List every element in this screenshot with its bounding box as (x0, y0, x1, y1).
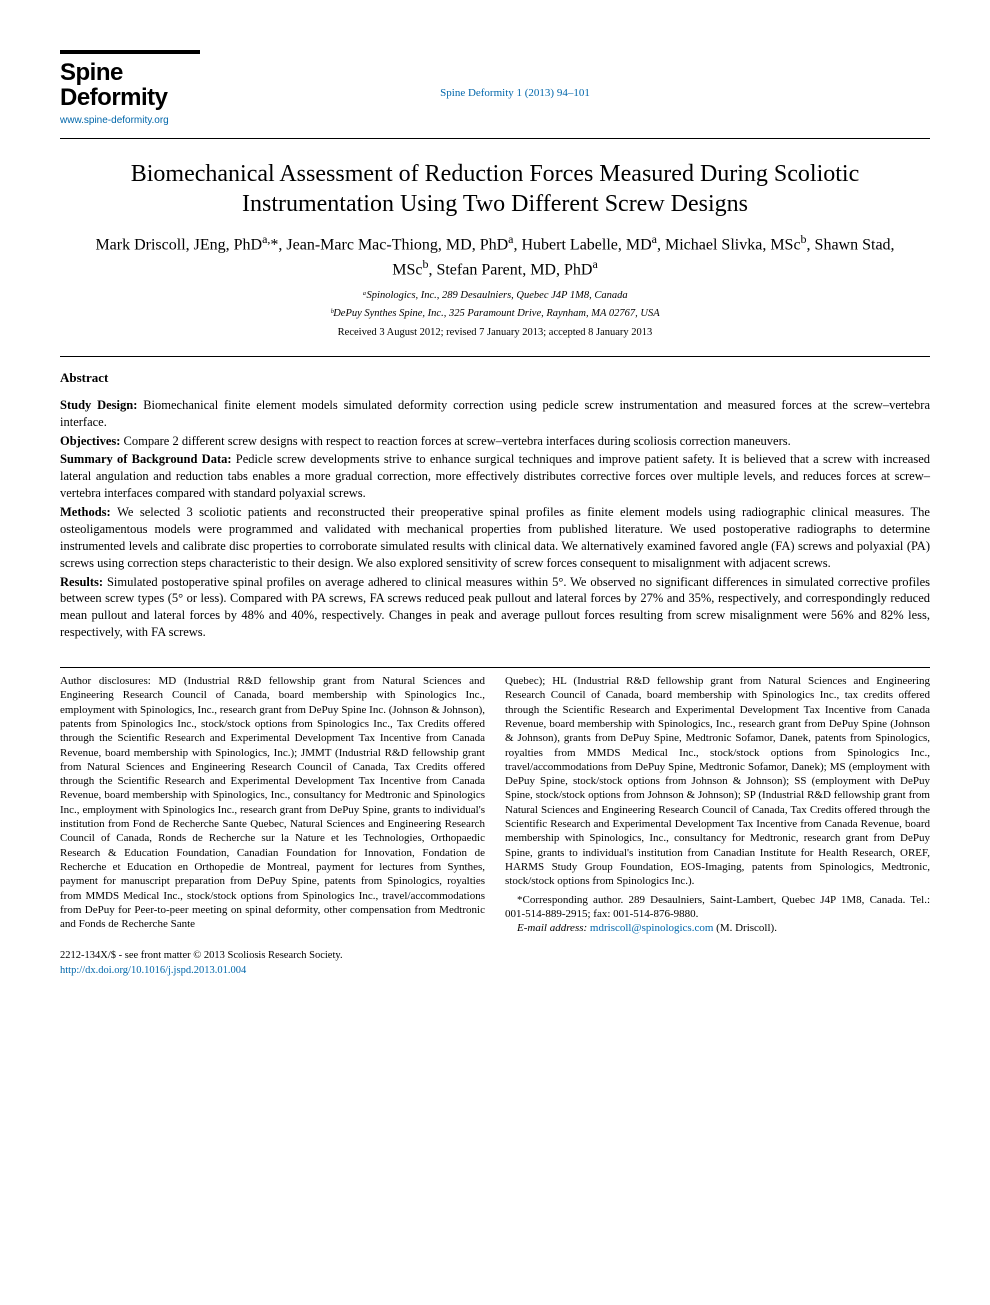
abstract-heading: Abstract (60, 369, 930, 387)
email-link[interactable]: mdriscoll@spinologics.com (590, 922, 713, 934)
rule-top (60, 138, 930, 139)
journal-url[interactable]: www.spine-deformity.org (60, 114, 200, 128)
abstract-label: Objectives: (60, 434, 124, 448)
rule-mid (60, 356, 930, 357)
email-author-name: (M. Driscoll). (716, 922, 777, 934)
article-dates: Received 3 August 2012; revised 7 Januar… (60, 326, 930, 340)
article-title: Biomechanical Assessment of Reduction Fo… (80, 159, 910, 219)
abstract-body: Study Design: Biomechanical finite eleme… (60, 397, 930, 641)
abstract-text: Biomechanical finite element models simu… (60, 398, 930, 429)
email-line: E-mail address: mdriscoll@spinologics.co… (505, 921, 930, 935)
disclosures-block: Author disclosures: MD (Industrial R&D f… (60, 667, 930, 935)
disclosures-col2-text: Quebec); HL (Industrial R&D fellowship g… (505, 675, 930, 887)
copyright-line: 2212-134X/$ - see front matter © 2013 Sc… (60, 949, 930, 964)
email-label: E-mail address: (517, 922, 587, 934)
journal-name-line1: Spine (60, 60, 200, 85)
disclosures-col-right: Quebec); HL (Industrial R&D fellowship g… (505, 674, 930, 935)
affiliation-b: ᵇDePuy Synthes Spine, Inc., 325 Paramoun… (60, 307, 930, 322)
journal-name-line2: Deformity (60, 85, 200, 110)
abstract-label: Study Design: (60, 398, 143, 412)
citation: Spine Deformity 1 (2013) 94–101 (200, 50, 830, 101)
authors-line: Mark Driscoll, JEng, PhDa,*, Jean-Marc M… (90, 231, 900, 281)
corresponding-author: *Corresponding author. 289 Desaulniers, … (505, 893, 930, 922)
disclosures-col-left: Author disclosures: MD (Industrial R&D f… (60, 674, 485, 935)
affiliation-a: ᵃSpinologics, Inc., 289 Desaulniers, Que… (60, 289, 930, 304)
page-header: Spine Deformity www.spine-deformity.org … (60, 50, 930, 128)
abstract-label: Methods: (60, 505, 117, 519)
journal-logo: Spine Deformity www.spine-deformity.org (60, 50, 200, 128)
abstract-label: Summary of Background Data: (60, 452, 236, 466)
abstract-text: We selected 3 scoliotic patients and rec… (60, 505, 930, 570)
abstract-text: Simulated postoperative spinal profiles … (60, 575, 930, 640)
doi-link[interactable]: http://dx.doi.org/10.1016/j.jspd.2013.01… (60, 965, 246, 976)
page-footer: 2212-134X/$ - see front matter © 2013 Sc… (60, 949, 930, 978)
abstract-text: Compare 2 different screw designs with r… (124, 434, 791, 448)
abstract-label: Results: (60, 575, 107, 589)
